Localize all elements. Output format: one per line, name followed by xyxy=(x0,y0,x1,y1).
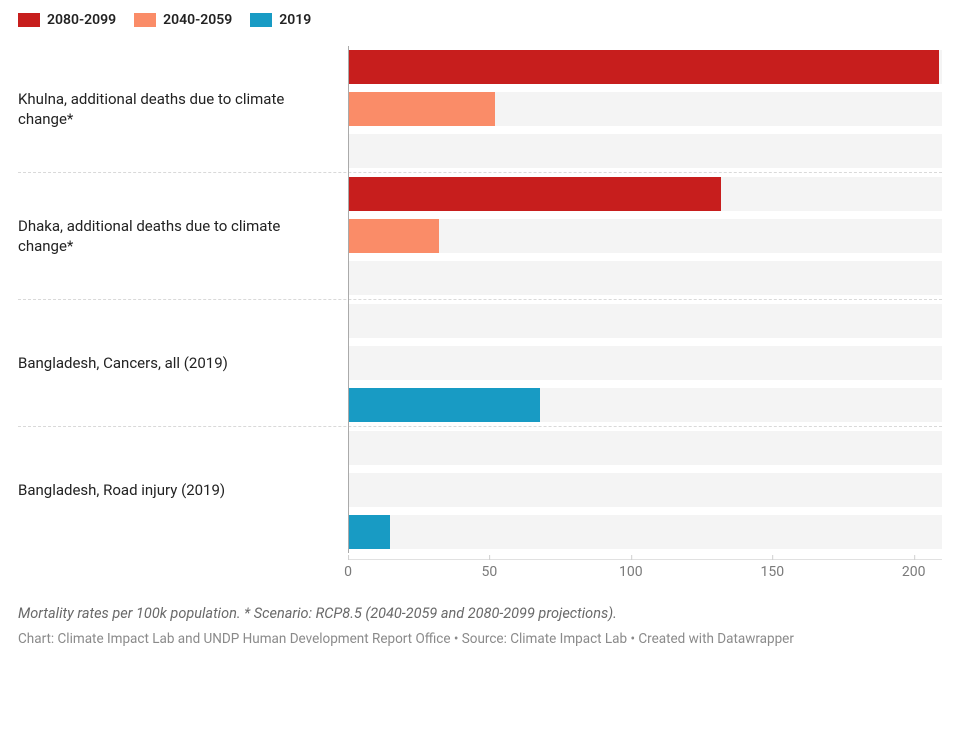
x-tick: 150 xyxy=(760,560,784,580)
bar-slot xyxy=(348,92,942,126)
bar xyxy=(348,177,721,211)
chart-row: Bangladesh, Road injury (2019) xyxy=(18,427,942,553)
legend-swatch xyxy=(134,13,156,27)
x-tick: 100 xyxy=(619,560,643,580)
legend-swatch xyxy=(18,13,40,27)
bar xyxy=(348,515,390,549)
bar-slot xyxy=(348,219,942,253)
bar-slot xyxy=(348,388,942,422)
legend-label: 2019 xyxy=(279,12,311,28)
bar-slot xyxy=(348,473,942,507)
bar xyxy=(348,92,495,126)
row-bars xyxy=(348,427,942,553)
category-label: Bangladesh, Road injury (2019) xyxy=(18,427,348,553)
row-bars xyxy=(348,300,942,426)
bar xyxy=(348,388,540,422)
legend-label: 2080-2099 xyxy=(47,12,116,28)
chart-row: Dhaka, additional deaths due to climate … xyxy=(18,173,942,300)
chart-row: Khulna, additional deaths due to climate… xyxy=(18,46,942,173)
row-bars xyxy=(348,173,942,299)
x-tick: 200 xyxy=(902,560,926,580)
bar-slot xyxy=(348,431,942,465)
chart-row: Bangladesh, Cancers, all (2019) xyxy=(18,300,942,427)
legend-label: 2040-2059 xyxy=(163,12,232,28)
footnote: Mortality rates per 100k population. * S… xyxy=(18,603,942,624)
x-axis: 050100150200 xyxy=(348,559,942,589)
x-tick: 50 xyxy=(482,560,498,580)
chart-plot: Khulna, additional deaths due to climate… xyxy=(18,46,942,553)
x-tick: 0 xyxy=(344,560,352,580)
legend: 2080-2099 2040-2059 2019 xyxy=(18,12,942,28)
legend-item: 2040-2059 xyxy=(134,12,232,28)
category-label: Bangladesh, Cancers, all (2019) xyxy=(18,300,348,426)
row-bars xyxy=(348,46,942,172)
category-label: Dhaka, additional deaths due to climate … xyxy=(18,173,348,299)
bar-slot xyxy=(348,261,942,295)
bar xyxy=(348,219,439,253)
credits: Chart: Climate Impact Lab and UNDP Human… xyxy=(18,630,942,650)
legend-item: 2019 xyxy=(250,12,311,28)
bar-slot xyxy=(348,177,942,211)
bar-slot xyxy=(348,304,942,338)
legend-swatch xyxy=(250,13,272,27)
bar-slot xyxy=(348,134,942,168)
bar xyxy=(348,50,939,84)
legend-item: 2080-2099 xyxy=(18,12,116,28)
bar-slot xyxy=(348,50,942,84)
category-label: Khulna, additional deaths due to climate… xyxy=(18,46,348,172)
bar-slot xyxy=(348,515,942,549)
bar-slot xyxy=(348,346,942,380)
